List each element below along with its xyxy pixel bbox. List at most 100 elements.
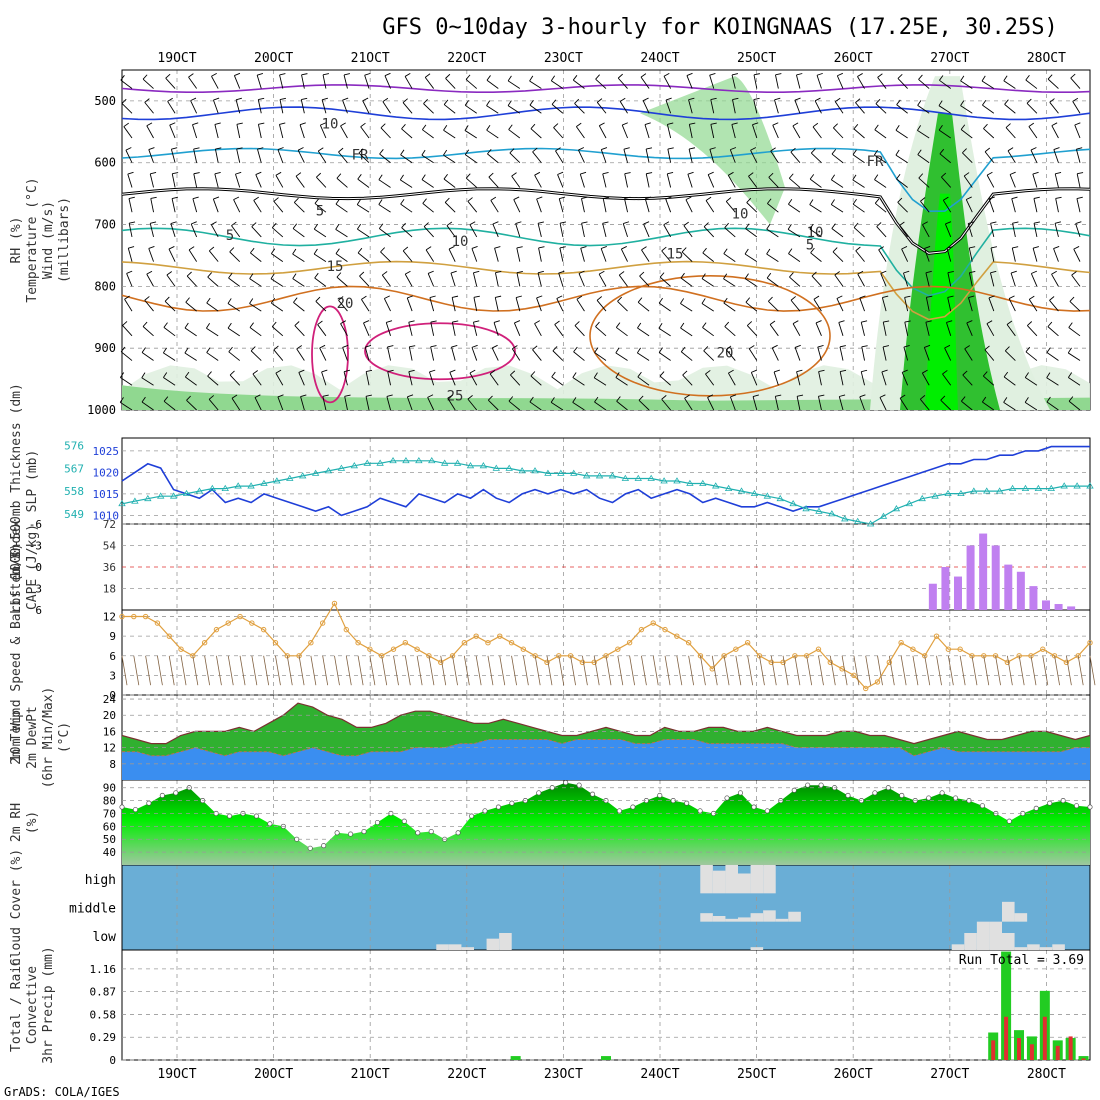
wind-barb xyxy=(833,127,844,139)
wind-barb-feather xyxy=(642,97,649,102)
precip-total-bar xyxy=(510,1056,521,1060)
wind-barb xyxy=(400,154,413,164)
wind-barb-10m xyxy=(499,655,506,686)
wind-barb-feather xyxy=(257,147,264,150)
wind-barb-10m xyxy=(877,655,883,686)
wind-barb xyxy=(516,247,521,262)
wind-barb xyxy=(537,223,542,238)
wind-barb-feather xyxy=(342,97,349,101)
wind-speed-point xyxy=(319,620,326,626)
wind-barb xyxy=(726,349,736,361)
wind-barb xyxy=(193,173,198,188)
y-tick-label: 0.29 xyxy=(90,1031,117,1044)
wind-barb xyxy=(724,227,736,238)
thickness-point xyxy=(169,492,178,499)
wind-speed-point xyxy=(898,639,904,646)
wind-barb xyxy=(946,248,952,262)
wind-barb-feather xyxy=(384,72,391,77)
wind-speed-point xyxy=(685,639,692,646)
wind-barb xyxy=(421,154,434,164)
wind-barb-feather xyxy=(960,124,966,130)
wind-barb-feather xyxy=(572,75,578,81)
wind-barb xyxy=(624,198,628,213)
wind-barb-feather xyxy=(125,147,132,151)
wind-speed-point xyxy=(260,626,267,633)
wind-barb-feather xyxy=(966,320,973,324)
x-tick-label-bottom: 19OCT xyxy=(157,1067,196,1082)
wind-barb-feather xyxy=(191,221,197,225)
wind-barb-10m xyxy=(700,655,706,686)
rh-point xyxy=(267,821,273,827)
thickness-point xyxy=(608,472,617,479)
contour-label: 5 xyxy=(316,203,324,219)
wind-barb-feather xyxy=(877,73,883,78)
rh-point xyxy=(657,792,663,799)
wind-speed-point xyxy=(249,620,255,626)
wind-barb xyxy=(667,148,672,163)
wind-barb xyxy=(141,352,154,361)
wind-barb xyxy=(340,323,348,337)
wind-barb-feather xyxy=(231,394,238,399)
wind-speed-point xyxy=(272,639,279,646)
rh-point xyxy=(159,792,165,799)
wind-barb-feather xyxy=(599,122,605,127)
thickness-point xyxy=(750,489,759,497)
wind-barb-feather xyxy=(658,347,663,353)
wind-barb xyxy=(701,278,714,287)
thickness-point xyxy=(853,517,862,524)
wind-barb-feather xyxy=(832,247,838,253)
wind-barb xyxy=(595,326,607,337)
wind-barb-feather xyxy=(313,223,318,230)
wind-barb xyxy=(988,198,995,213)
wind-speed-point xyxy=(1040,646,1046,652)
wind-barb-feather xyxy=(146,122,153,127)
wind-barb-feather xyxy=(363,320,370,324)
wind-barb xyxy=(167,101,176,114)
rh-point xyxy=(173,790,179,796)
wind-barb-10m xyxy=(452,655,458,686)
wind-barb xyxy=(1073,248,1081,262)
cloud-bar-high xyxy=(712,870,726,894)
cloud-bar-low xyxy=(1014,947,1028,950)
wind-barb xyxy=(467,398,478,411)
wind-barb xyxy=(257,149,262,163)
thickness-point xyxy=(1021,484,1030,491)
wind-speed-point xyxy=(615,646,621,652)
wind-barb-feather xyxy=(407,394,414,398)
wind-barb xyxy=(536,198,542,213)
wind-barb xyxy=(293,202,305,213)
wind-barb-feather xyxy=(942,370,948,375)
wind-barb-feather xyxy=(680,322,685,329)
wind-barb-feather xyxy=(576,295,583,300)
wind-barb xyxy=(861,346,865,361)
wind-barb-feather xyxy=(422,124,427,130)
wind-barb xyxy=(384,75,391,89)
wind-barb-10m xyxy=(1065,655,1072,686)
wind-barb xyxy=(665,198,672,213)
wind-barb xyxy=(814,100,822,114)
wind-barb-feather xyxy=(812,122,819,128)
wind-barb-feather xyxy=(206,347,211,353)
wind-barb-feather xyxy=(621,246,627,250)
wind-barb-feather xyxy=(488,172,494,178)
y-tick-label: 72 xyxy=(103,518,116,531)
wind-barb-feather xyxy=(559,246,566,249)
wind-barb xyxy=(321,99,327,114)
wind-barb-feather xyxy=(401,124,406,130)
wind-barb-feather xyxy=(146,270,153,275)
wind-barb xyxy=(465,154,477,164)
thickness-point xyxy=(776,494,784,502)
wind-barb-feather xyxy=(227,298,232,304)
wind-barb xyxy=(731,74,736,89)
y-tick-label: 1015 xyxy=(93,488,120,501)
wind-barb xyxy=(119,402,133,411)
wind-barb-feather xyxy=(184,322,189,329)
wind-barb xyxy=(640,76,650,89)
wind-barb xyxy=(879,397,887,411)
axis-label: 10m Wind Speed & Barbs (m/s) xyxy=(9,543,24,762)
wind-barb-feather xyxy=(362,97,369,102)
wind-barb-feather xyxy=(277,147,284,151)
cloud-bar-low xyxy=(964,933,977,950)
